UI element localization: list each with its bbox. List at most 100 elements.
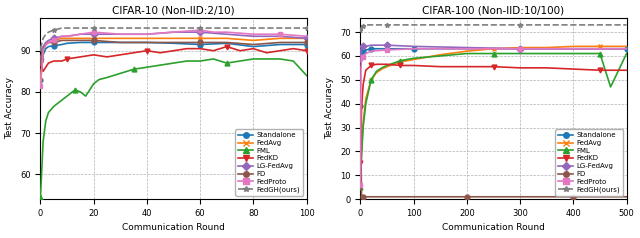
Standalone: [116, 41, 124, 44]
FedKD: [358, 107, 365, 110]
FML: [263, 58, 271, 60]
FedGH(ours): [463, 24, 471, 26]
LG-FedAvg: [623, 47, 630, 50]
Standalone: [516, 47, 524, 50]
FedProto: [116, 33, 124, 36]
FedProto: [383, 49, 391, 51]
FedAvg: [356, 186, 364, 189]
FedAvg: [570, 45, 577, 48]
FedAvg: [36, 78, 44, 81]
FedProto: [250, 33, 257, 36]
Standalone: [359, 50, 367, 53]
LG-FedAvg: [367, 44, 375, 47]
FedKD: [410, 64, 417, 67]
LG-FedAvg: [303, 37, 310, 40]
FD: [63, 39, 71, 42]
FedKD: [236, 49, 244, 52]
Line: Standalone: Standalone: [358, 46, 629, 58]
FedKD: [90, 53, 97, 56]
FedProto: [77, 33, 84, 36]
FedAvg: [397, 60, 404, 63]
FedAvg: [436, 53, 444, 56]
FD: [116, 41, 124, 44]
FedGH(ours): [383, 24, 391, 26]
Legend: Standalone, FedAvg, FML, FedKD, LG-FedAvg, FD, FedProto, FedGH(ours): Standalone, FedAvg, FML, FedKD, LG-FedAv…: [555, 129, 623, 196]
FedAvg: [90, 37, 97, 40]
Y-axis label: Test Accuracy: Test Accuracy: [326, 77, 335, 139]
FedAvg: [50, 39, 58, 42]
FedGH(ours): [356, 28, 364, 31]
FedGH(ours): [42, 33, 50, 36]
LG-FedAvg: [50, 37, 58, 40]
Line: FML: FML: [358, 51, 629, 190]
FedKD: [103, 55, 111, 58]
FML: [143, 66, 151, 69]
FedKD: [378, 63, 385, 66]
Line: FML: FML: [38, 57, 309, 199]
FML: [250, 58, 257, 60]
FedAvg: [116, 37, 124, 40]
FedGH(ours): [77, 27, 84, 30]
FedProto: [196, 29, 204, 31]
FedProto: [367, 50, 375, 53]
FedKD: [596, 69, 604, 72]
FD: [196, 41, 204, 44]
Standalone: [250, 45, 257, 48]
FedKD: [196, 47, 204, 50]
X-axis label: Communication Round: Communication Round: [122, 223, 225, 233]
Standalone: [303, 43, 310, 46]
FedGH(ours): [63, 27, 71, 30]
FedAvg: [596, 45, 604, 48]
FedKD: [359, 83, 367, 86]
FedGH(ours): [45, 31, 52, 34]
FedAvg: [303, 37, 310, 40]
LG-FedAvg: [90, 33, 97, 36]
FedAvg: [42, 43, 50, 46]
FML: [116, 72, 124, 75]
FedProto: [39, 49, 47, 52]
FedGH(ours): [196, 27, 204, 30]
FedAvg: [58, 37, 65, 40]
FedAvg: [543, 46, 550, 49]
FML: [42, 119, 50, 122]
LG-FedAvg: [196, 31, 204, 34]
FedKD: [39, 70, 47, 73]
FedAvg: [359, 121, 367, 124]
FD: [50, 41, 58, 44]
FedProto: [303, 35, 310, 38]
FD: [303, 41, 310, 44]
Title: CIFAR-10 (Non-IID:2/10): CIFAR-10 (Non-IID:2/10): [112, 5, 235, 15]
FedKD: [436, 65, 444, 68]
FedProto: [45, 41, 52, 44]
FedGH(ours): [303, 27, 310, 30]
FML: [36, 196, 44, 198]
FML: [71, 89, 79, 91]
FD: [42, 43, 50, 46]
FD: [570, 195, 577, 198]
FedAvg: [367, 78, 375, 81]
LG-FedAvg: [58, 35, 65, 38]
LG-FedAvg: [362, 45, 370, 48]
FD: [90, 39, 97, 42]
FedAvg: [143, 37, 151, 40]
FedAvg: [516, 46, 524, 49]
FD: [250, 43, 257, 46]
Legend: Standalone, FedAvg, FML, FedKD, LG-FedAvg, FD, FedProto, FedGH(ours): Standalone, FedAvg, FML, FedKD, LG-FedAv…: [235, 129, 303, 196]
Standalone: [90, 41, 97, 44]
LG-FedAvg: [42, 41, 50, 44]
FedAvg: [383, 65, 391, 68]
FedProto: [356, 183, 364, 186]
Line: FedGH(ours): FedGH(ours): [358, 22, 629, 32]
FML: [463, 52, 471, 55]
LG-FedAvg: [357, 47, 365, 50]
FedAvg: [250, 39, 257, 42]
FedGH(ours): [362, 24, 370, 26]
FedKD: [356, 162, 364, 165]
FedKD: [397, 64, 404, 67]
LG-FedAvg: [170, 31, 177, 34]
FML: [209, 58, 217, 60]
FedKD: [490, 65, 497, 68]
FedAvg: [463, 50, 471, 53]
FML: [170, 62, 177, 64]
FD: [356, 105, 364, 108]
